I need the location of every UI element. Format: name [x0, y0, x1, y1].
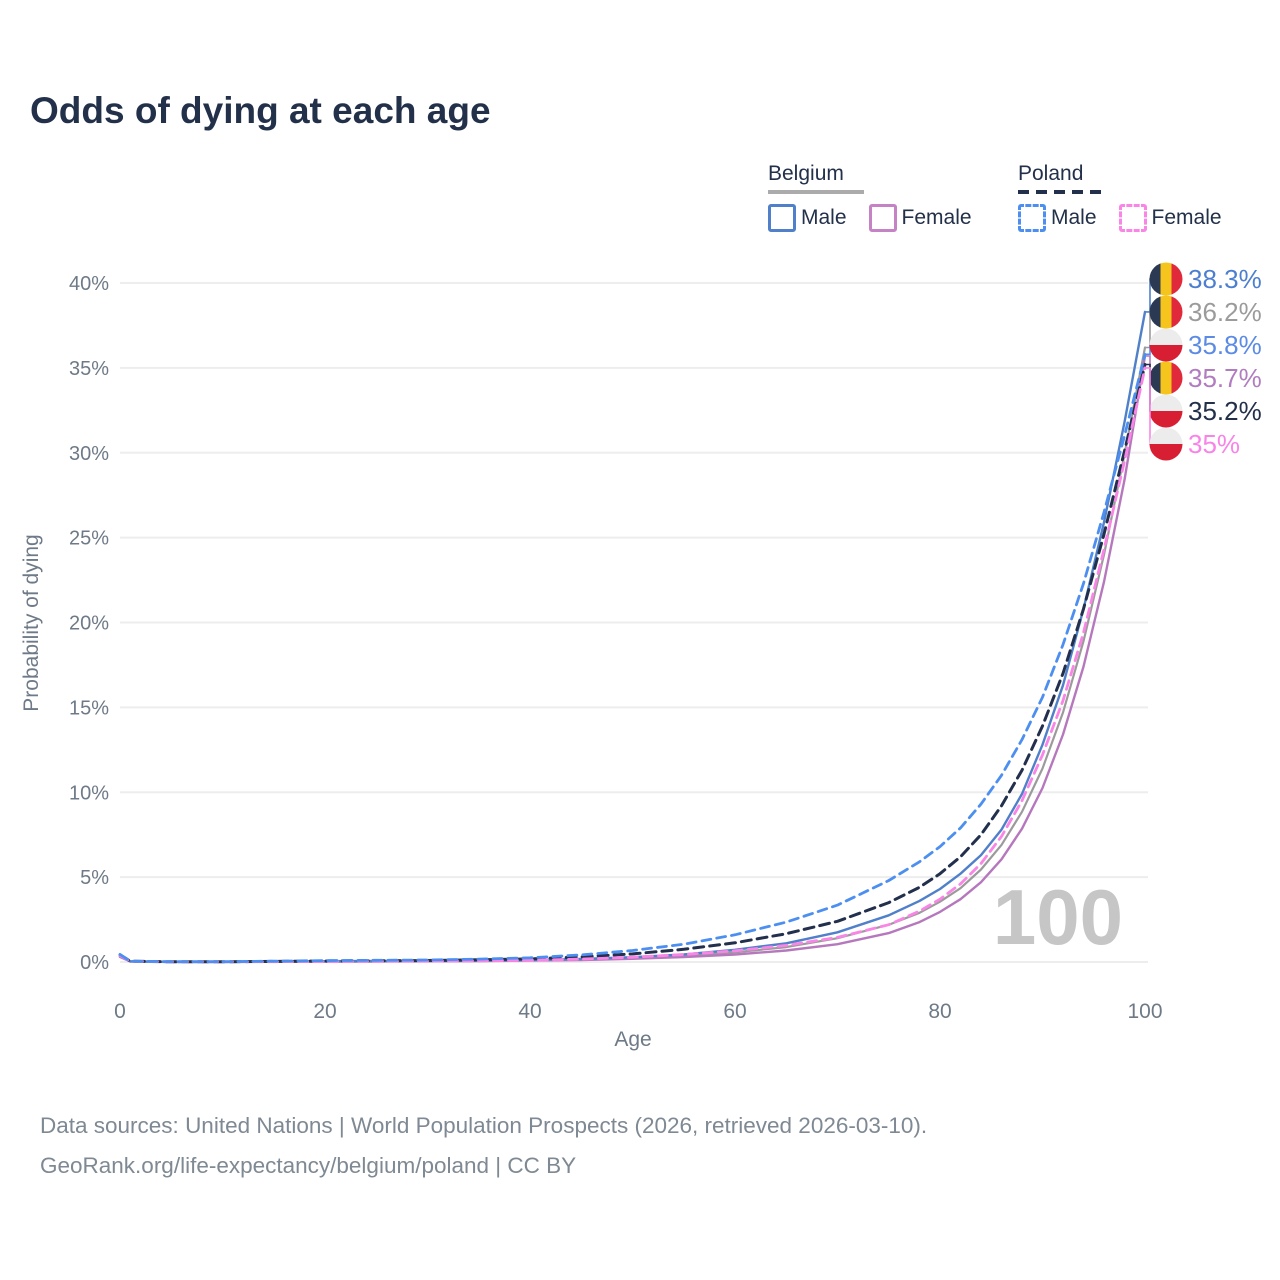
legend-label-poland-male: Male — [1051, 206, 1097, 229]
legend-title-belgium: Belgium — [768, 162, 844, 185]
series-line-belgium-female[interactable] — [118, 354, 1147, 964]
y-tick-label: 30% — [69, 443, 109, 465]
x-axis-title: Age — [614, 1028, 651, 1051]
x-tick-label: 40 — [518, 1000, 541, 1023]
legend-line-sample-poland — [1018, 190, 1102, 194]
legend-line-sample-belgium — [768, 190, 864, 194]
legend-label-belgium-male: Male — [801, 206, 847, 229]
x-tick-label: 80 — [928, 1000, 951, 1023]
legend-item-poland-male[interactable]: Male — [1018, 204, 1097, 232]
end-label-value: 35% — [1188, 429, 1240, 459]
legend-label-poland-female: Female — [1151, 206, 1222, 229]
y-tick-label: 10% — [69, 782, 109, 804]
legend-group-belgium: Belgium Male Female — [768, 162, 972, 232]
footer-attribution: GeoRank.org/life-expectancy/belgium/pola… — [40, 1153, 577, 1178]
y-tick-label: 20% — [69, 613, 109, 635]
series-line-poland-male[interactable] — [118, 352, 1147, 964]
legend-swatch-poland-female[interactable] — [1118, 204, 1147, 232]
y-tick-label: 25% — [69, 528, 109, 550]
end-label-value: 38.3% — [1188, 264, 1262, 294]
end-label-value: 35.7% — [1188, 363, 1262, 393]
legend-item-belgium-female[interactable]: Female — [868, 204, 972, 232]
end-label-value: 36.2% — [1188, 297, 1262, 327]
flag-icon-belgium — [1149, 361, 1183, 395]
footer: Data sources: United Nations | World Pop… — [40, 1106, 927, 1186]
series-line-belgium-male[interactable] — [118, 310, 1147, 963]
y-tick-label: 5% — [80, 867, 109, 889]
x-tick-label: 100 — [1127, 1000, 1162, 1023]
flag-icon-poland — [1149, 394, 1183, 428]
end-label-value: 35.2% — [1188, 396, 1262, 426]
legend-swatch-belgium-male[interactable] — [768, 204, 796, 232]
y-tick-label: 35% — [69, 358, 109, 380]
legend-swatch-poland-male[interactable] — [1018, 204, 1046, 232]
chart-title: Odds of dying at each age — [30, 90, 491, 131]
legend-item-poland-female[interactable]: Female — [1118, 204, 1222, 232]
flag-icon-belgium — [1149, 262, 1183, 296]
y-tick-label: 15% — [69, 697, 109, 719]
y-axis-title: Probability of dying — [20, 534, 43, 711]
legend-group-poland: Poland Male Female — [1018, 162, 1222, 232]
flag-icon-poland — [1149, 427, 1183, 461]
watermark-age-label: 100 — [993, 873, 1123, 961]
legend-label-belgium-female: Female — [901, 206, 972, 229]
y-tick-label: 40% — [69, 273, 109, 295]
legend-title-poland: Poland — [1018, 162, 1084, 185]
flag-icon-poland — [1149, 328, 1183, 362]
x-tick-label: 60 — [723, 1000, 746, 1023]
footer-data-sources: Data sources: United Nations | World Pop… — [40, 1113, 928, 1138]
x-tick-label: 0 — [114, 1000, 126, 1023]
x-tick-label: 20 — [313, 1000, 336, 1023]
legend-item-belgium-male[interactable]: Male — [768, 204, 847, 232]
y-tick-label: 0% — [80, 952, 109, 974]
legend-swatch-belgium-female[interactable] — [868, 204, 897, 232]
series-line-poland-female[interactable] — [118, 366, 1147, 964]
flag-icon-belgium — [1149, 295, 1183, 329]
end-label-value: 35.8% — [1188, 330, 1262, 360]
